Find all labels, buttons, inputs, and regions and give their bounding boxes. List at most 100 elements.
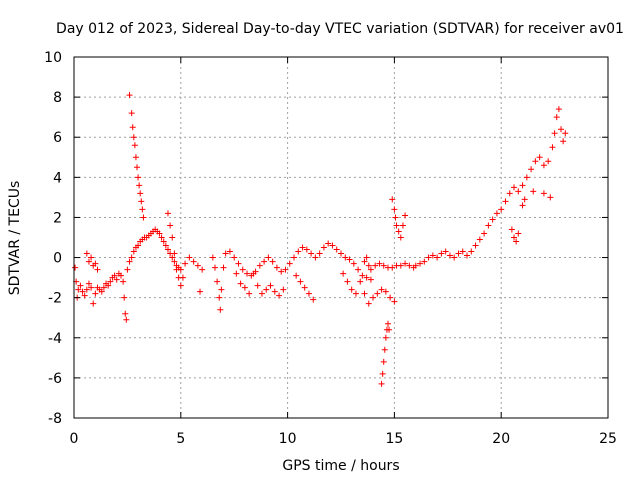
y-tick-label: 0 [53, 251, 62, 267]
data-point [540, 162, 547, 169]
data-point [261, 258, 268, 265]
data-point [271, 288, 278, 295]
data-point [397, 262, 404, 269]
data-point [425, 254, 432, 261]
data-point [333, 246, 340, 253]
data-point [357, 278, 364, 285]
data-point [88, 254, 95, 261]
data-point [138, 198, 145, 205]
data-point [239, 266, 246, 273]
data-point [421, 258, 428, 265]
data-point [107, 278, 114, 285]
data-point [560, 138, 567, 145]
data-point [451, 254, 458, 261]
data-points [72, 92, 569, 387]
x-tick-label: 0 [70, 431, 79, 447]
data-point [258, 290, 265, 297]
data-point [211, 264, 218, 271]
data-point [442, 248, 449, 255]
data-point [128, 254, 135, 261]
data-point [391, 206, 398, 213]
data-point [286, 260, 293, 267]
data-point [340, 270, 347, 277]
data-point [502, 198, 509, 205]
data-point [391, 298, 398, 305]
data-point [361, 258, 368, 265]
data-point [301, 284, 308, 291]
data-point [378, 286, 385, 293]
data-point [158, 234, 165, 241]
x-tick-label: 20 [492, 431, 510, 447]
data-point [348, 286, 355, 293]
data-point [387, 294, 394, 301]
data-point [352, 290, 359, 297]
y-tick-label: -8 [48, 411, 62, 427]
data-point [295, 248, 302, 255]
data-point [117, 272, 124, 279]
data-point [329, 242, 336, 249]
data-point [83, 250, 90, 257]
data-point [551, 130, 558, 137]
data-point [121, 294, 128, 301]
data-point [515, 188, 522, 195]
y-tick-label: 6 [53, 130, 62, 146]
data-point [429, 252, 436, 259]
data-point [350, 260, 357, 267]
y-tick-label: -2 [48, 291, 62, 307]
data-point [365, 300, 372, 307]
data-point [519, 182, 526, 189]
data-point [276, 292, 283, 299]
data-point [164, 210, 171, 217]
data-point [90, 300, 97, 307]
data-point [231, 254, 238, 261]
data-point [199, 266, 206, 273]
data-point [338, 250, 344, 257]
data-point [549, 144, 556, 151]
data-point [397, 234, 404, 241]
data-point [555, 106, 562, 113]
data-point [194, 262, 201, 269]
data-point [511, 234, 518, 241]
data-point [160, 238, 167, 245]
data-point [293, 272, 300, 279]
y-tick-label: 2 [53, 210, 62, 226]
data-point [120, 278, 127, 285]
data-point [472, 242, 479, 249]
data-point [280, 286, 287, 293]
data-point [169, 234, 176, 241]
data-point [216, 294, 223, 301]
data-point [412, 262, 419, 269]
data-point [376, 260, 383, 267]
data-point [235, 260, 242, 267]
data-point [523, 174, 530, 181]
x-tick-label: 10 [279, 431, 297, 447]
data-point [265, 254, 272, 261]
data-point [363, 274, 370, 281]
data-point [434, 254, 441, 261]
data-point [365, 262, 372, 269]
data-point [493, 210, 500, 217]
data-point [389, 264, 396, 271]
data-point [553, 114, 560, 121]
data-point [156, 230, 163, 237]
data-point [305, 290, 312, 297]
data-point [530, 188, 537, 195]
data-point [297, 278, 304, 285]
data-point [508, 226, 515, 233]
data-point [85, 280, 92, 287]
data-point [325, 240, 332, 247]
data-point [316, 250, 323, 257]
y-tick-label: -4 [48, 331, 62, 347]
data-point [379, 370, 386, 377]
data-point [481, 230, 488, 237]
axis-ticks: 0 5 10 15 20 25 -8 -6 -4 -2 0 2 4 6 8 10 [44, 50, 617, 447]
data-point [182, 260, 189, 267]
data-point [468, 248, 475, 255]
y-tick-label: 4 [53, 170, 62, 186]
x-tick-label: 25 [599, 431, 617, 447]
grid [74, 57, 608, 418]
data-point [308, 250, 315, 257]
data-point [346, 256, 353, 263]
data-point [464, 252, 471, 259]
